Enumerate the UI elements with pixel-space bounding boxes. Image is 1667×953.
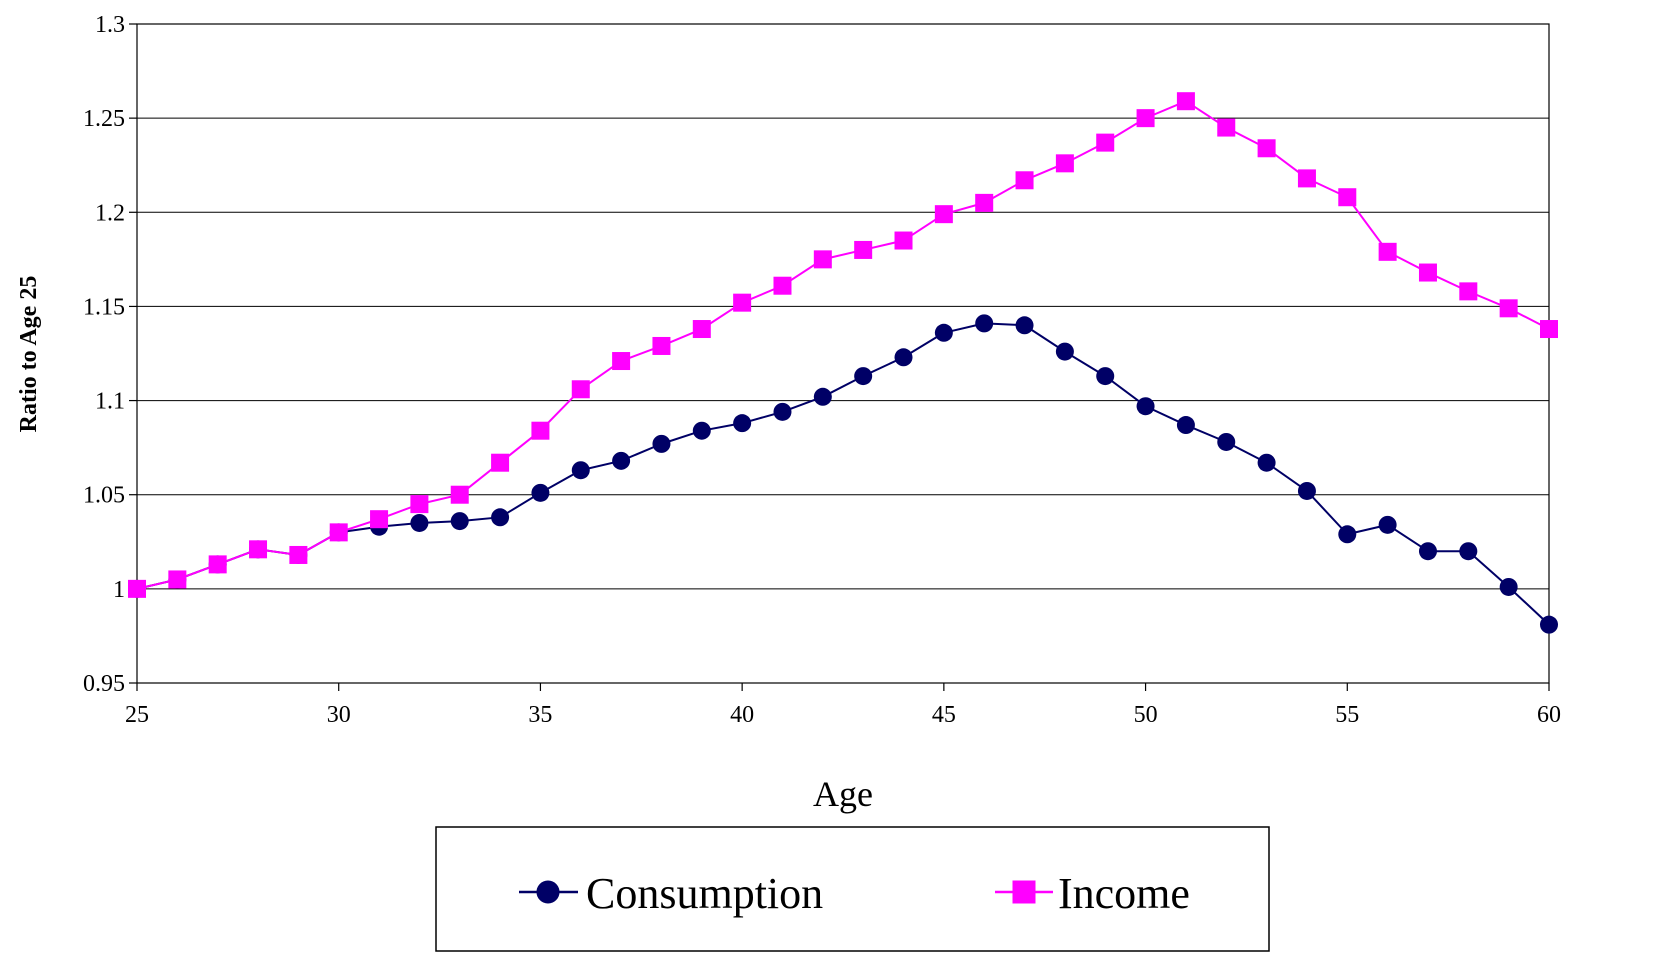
income-point: [1378, 242, 1397, 261]
income-point: [854, 240, 873, 259]
consumption-point: [1338, 525, 1357, 544]
consumption-point: [733, 414, 752, 433]
y-tick-label: 1.15: [83, 294, 125, 320]
series-layer: [128, 92, 1558, 634]
consumption-point: [1015, 316, 1034, 335]
x-tick-label: 35: [528, 702, 552, 728]
consumption-point: [1540, 615, 1558, 634]
income-point: [410, 495, 429, 514]
income-point: [450, 485, 469, 504]
consumption-point: [1418, 542, 1437, 561]
x-axis-title: Age: [813, 774, 873, 814]
consumption-point: [692, 421, 711, 440]
consumption-point: [1055, 342, 1074, 361]
income-point: [531, 421, 550, 440]
income-point: [1217, 118, 1236, 137]
legend-income-marker: [1012, 880, 1036, 904]
x-tick-label: 55: [1335, 702, 1359, 728]
consumption-point: [652, 434, 671, 453]
income-point: [1015, 171, 1034, 190]
consumption-point: [410, 513, 429, 532]
gridlines: [137, 117, 1549, 590]
y-tick-label: 1.05: [83, 483, 125, 509]
y-axis: 0.95 1 1.05 1.1 1.15 1.2 1.25 1.3: [83, 12, 137, 697]
x-tick-label: 50: [1134, 702, 1158, 728]
y-tick-label: 1.1: [95, 389, 125, 415]
income-point: [1055, 154, 1074, 173]
consumption-point: [934, 323, 953, 342]
y-tick-label: 1.3: [95, 12, 125, 38]
consumption-point: [491, 508, 510, 527]
income-point: [773, 276, 792, 295]
x-tick-label: 25: [125, 702, 149, 728]
legend-box: [435, 826, 1270, 952]
income-point: [1540, 320, 1558, 339]
consumption-point: [1217, 432, 1236, 451]
income-point: [1338, 188, 1357, 207]
income-point: [128, 579, 146, 598]
consumption-point: [571, 461, 590, 480]
income-point: [1176, 92, 1195, 111]
consumption-point: [894, 348, 913, 367]
y-tick-label: 0.95: [83, 671, 125, 697]
consumption-point: [1297, 481, 1316, 500]
income-point: [1418, 263, 1437, 282]
income-point: [894, 231, 913, 250]
income-point: [813, 250, 832, 269]
income-point: [975, 193, 994, 212]
consumption-point: [450, 512, 469, 531]
consumption-point: [773, 402, 792, 421]
income-point: [1297, 169, 1316, 188]
legend-consumption-marker: [536, 880, 560, 904]
income-point: [934, 205, 953, 224]
income-point: [208, 555, 227, 574]
consumption-point: [813, 387, 832, 406]
consumption-point: [1459, 542, 1478, 561]
income-point: [692, 320, 711, 339]
x-tick-label: 40: [730, 702, 754, 728]
income-point: [1096, 133, 1115, 152]
income-point: [612, 352, 631, 371]
income-point: [652, 336, 671, 355]
consumption-point: [1499, 577, 1518, 596]
consumption-point: [1096, 367, 1115, 386]
legend-consumption-label: Consumption: [586, 869, 823, 918]
income-point: [329, 523, 348, 542]
income-point: [249, 540, 268, 559]
legend-income-label: Income: [1058, 869, 1190, 918]
x-axis: 25 30 35 40 45 50 55 60: [125, 683, 1561, 728]
consumption-point: [612, 451, 631, 470]
legend: Consumption Income: [435, 826, 1270, 952]
x-tick-label: 45: [932, 702, 956, 728]
consumption-point: [1136, 397, 1155, 416]
y-tick-label: 1.2: [95, 200, 125, 226]
y-tick-label: 1: [113, 577, 125, 603]
x-tick-label: 60: [1537, 702, 1561, 728]
income-point: [1499, 299, 1518, 318]
income-point: [370, 510, 389, 529]
consumption-point: [531, 483, 550, 502]
plot-area-frame: [136, 23, 1550, 684]
income-point: [571, 380, 590, 399]
income-point: [1459, 282, 1478, 301]
y-tick-label: 1.25: [83, 106, 125, 132]
income-point: [1257, 139, 1276, 158]
consumption-point: [1257, 453, 1276, 472]
income-point: [289, 545, 308, 564]
income-point: [733, 293, 752, 312]
consumption-point: [975, 314, 994, 333]
income-point: [1136, 109, 1155, 128]
x-tick-label: 30: [327, 702, 351, 728]
consumption-point: [1378, 515, 1397, 534]
series-income: [128, 92, 1558, 598]
consumption-point: [854, 367, 873, 386]
y-axis-title: Ratio to Age 25: [16, 276, 42, 433]
income-point: [491, 453, 510, 472]
consumption-point: [1176, 416, 1195, 435]
income-point: [168, 570, 187, 589]
